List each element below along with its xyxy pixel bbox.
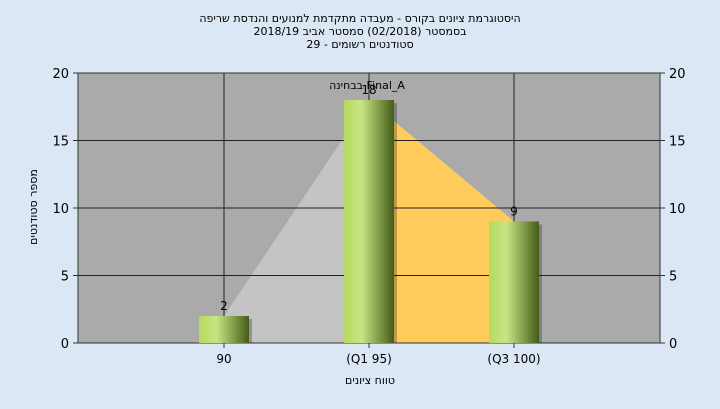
area-segment-rise (224, 100, 369, 343)
bar-value-label: 9 (510, 205, 518, 219)
x-tick-label: 90 (216, 352, 231, 366)
area-segment-fall (369, 100, 514, 343)
y-tick-label-right: 15 (669, 135, 686, 150)
chart-title-line-3: סטודנטים רשומים - 29 (306, 38, 413, 51)
x-tick-label: (Q1 95) (346, 352, 392, 366)
chart-title-line-2: בסמסטר (02/2018) סמסטר אביב 2018/19 (253, 25, 466, 38)
y-tick-label-left: 15 (52, 135, 69, 150)
bar-value-label: 2 (220, 299, 228, 313)
x-axis-label: טווח ציונים (345, 374, 395, 387)
x-tick-label: (Q3 100) (487, 352, 540, 366)
y-tick-label-right: 5 (669, 270, 677, 285)
y-tick-label-left: 5 (61, 270, 69, 285)
bar-1 (344, 100, 394, 343)
y-tick-label-right: 20 (669, 67, 686, 82)
bar-value-label: 18 (361, 83, 376, 97)
bar-2 (489, 221, 539, 343)
y-tick-label-right: 0 (669, 337, 677, 352)
y-tick-label-left: 20 (52, 67, 69, 82)
bar-0 (199, 316, 249, 343)
y-tick-label-left: 0 (61, 337, 69, 352)
y-tick-label-right: 10 (669, 202, 686, 217)
y-axis-label: מספר סטודנטים (27, 169, 40, 245)
chart-title-line-1: היסטוגרמת ציונים בקורס - מעבדה מתקדמת למ… (199, 12, 520, 25)
annotation-label: בבחינה Final_A (329, 79, 405, 92)
y-tick-label-left: 10 (52, 202, 69, 217)
